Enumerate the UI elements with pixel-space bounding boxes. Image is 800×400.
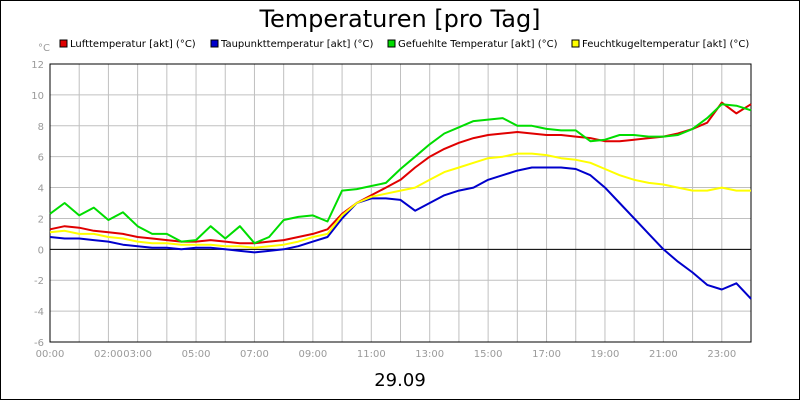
- y-tick-label: 0: [38, 245, 44, 256]
- x-tick-label: 07:00: [240, 349, 269, 360]
- x-axis-label: 29.09: [374, 370, 426, 391]
- x-tick-label: 03:00: [123, 349, 152, 360]
- x-tick-label: 19:00: [591, 349, 620, 360]
- legend-entry: Lufttemperatur [akt] (°C): [70, 39, 196, 50]
- y-tick-label: 8: [38, 122, 44, 133]
- y-tick-label: 10: [31, 91, 44, 102]
- legend-entry: Feuchtkugeltemperatur [akt] (°C): [582, 39, 749, 50]
- legend-swatch: [571, 39, 580, 48]
- series-line: [49, 103, 752, 245]
- chart-title: Temperaturen [pro Tag]: [258, 5, 540, 33]
- y-tick-label: 12: [31, 60, 44, 71]
- legend-swatch: [387, 39, 396, 48]
- x-tick-label: 17:00: [532, 349, 561, 360]
- x-tick-label: 00:00: [36, 349, 65, 360]
- y-tick-label: -6: [34, 338, 44, 349]
- series-line: [49, 152, 751, 249]
- x-tick-label: 05:00: [182, 349, 211, 360]
- x-tick-label: 02:00: [94, 349, 123, 360]
- legend-swatch: [210, 39, 219, 48]
- y-tick-label: 6: [38, 153, 44, 164]
- legend-entry: Taupunkttemperatur [akt] (°C): [220, 39, 373, 50]
- series-line: [49, 101, 752, 245]
- series-line: [49, 166, 752, 300]
- legend-entry: Gefuehlte Temperatur [akt] (°C): [398, 39, 558, 50]
- x-axis-ticks: 00:00 02:00 03:00 05:00 07:00 09:00 11:00 13:00…: [36, 349, 737, 360]
- y-unit-label: °C: [38, 43, 50, 54]
- x-tick-label: 21:00: [649, 349, 678, 360]
- legend: Lufttemperatur [akt] (°C) Taupunkttempera…: [59, 39, 749, 50]
- x-tick-label: 09:00: [298, 349, 327, 360]
- series-lines: [49, 101, 752, 300]
- y-tick-label: -2: [34, 276, 44, 287]
- x-tick-label: 11:00: [357, 349, 386, 360]
- x-tick-label: 15:00: [474, 349, 503, 360]
- x-tick-label: 13:00: [415, 349, 444, 360]
- y-axis-ticks: 12 10 8 6 4 2 0 -2 -4 -6: [31, 60, 44, 349]
- x-tick-label: 23:00: [707, 349, 736, 360]
- legend-swatch: [59, 39, 68, 48]
- y-tick-label: -4: [34, 307, 44, 318]
- grid: [50, 63, 751, 343]
- plot-area: [49, 63, 752, 343]
- y-tick-label: 2: [38, 214, 44, 225]
- y-tick-label: 4: [38, 184, 44, 195]
